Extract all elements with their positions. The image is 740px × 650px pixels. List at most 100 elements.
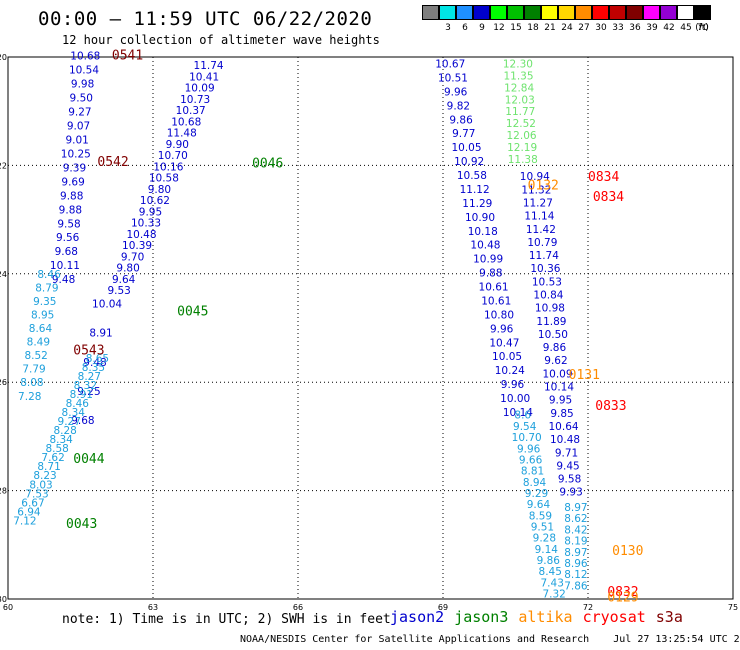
swh-label: 12.03 <box>505 94 535 106</box>
swh-label: 6.67 <box>21 497 44 509</box>
swh-label: 10.67 <box>435 59 465 71</box>
pass-time-label: 0834 <box>593 190 624 205</box>
legend-tick-label: 36 <box>629 23 641 33</box>
legend-swatch <box>609 5 626 20</box>
swh-label: 10.68 <box>171 116 201 128</box>
swh-label: 8.97 <box>564 547 587 559</box>
swh-label: 10.48 <box>126 229 156 241</box>
swh-label: 10.53 <box>532 276 562 288</box>
swh-label: 9.56 <box>56 232 80 244</box>
swh-label: 9.86 <box>543 342 567 354</box>
legend-tick-label: 33 <box>612 23 624 33</box>
swh-label: 10.04 <box>92 299 122 311</box>
swh-label: 8.45 <box>539 566 562 578</box>
pass-time-label: 0130 <box>612 544 643 559</box>
footnote: note: 1) Time is in UTC; 2) SWH is in fe… <box>62 612 391 627</box>
swh-label: 8.34 <box>49 434 73 446</box>
swh-label: 9.53 <box>107 285 130 297</box>
swh-label: 7.32 <box>542 589 565 601</box>
legend-tick-label: 27 <box>578 23 590 33</box>
swh-label: 9.07 <box>67 120 90 132</box>
swh-label: 8.34 <box>62 407 86 419</box>
lat-tick-label: -28 <box>0 487 7 496</box>
legend-swatch <box>643 5 660 20</box>
pass-time-label: 0543 <box>73 344 104 359</box>
swh-label: 9.77 <box>452 128 475 140</box>
credit-text: NOAA/NESDIS Center for Satellite Applica… <box>240 634 590 645</box>
swh-label: 10.73 <box>180 94 210 106</box>
swh-label: 9.95 <box>139 206 162 218</box>
legend-swatch <box>507 5 524 20</box>
satellite-legend-jason2: jason2 <box>390 608 445 626</box>
swh-label: 8.03 <box>29 479 52 491</box>
swh-label: 10.58 <box>149 173 179 185</box>
pass-time-label: 0046 <box>252 157 283 172</box>
legend-tick-label: 70 <box>697 23 709 33</box>
swh-label: 9.69 <box>61 176 84 188</box>
satellite-legend: jason2 jason3 altika cryosat s3a <box>390 608 693 626</box>
swh-label: 10.09 <box>185 83 215 95</box>
swh-label: 9.96 <box>501 379 525 391</box>
swh-label: 11.74 <box>194 60 224 72</box>
legend-swatch <box>456 5 473 20</box>
swh-label: 7.28 <box>18 391 41 403</box>
swh-label: 8.94 <box>523 477 547 489</box>
swh-label: 12.19 <box>507 142 537 154</box>
pass-time-label: 0129 <box>607 590 638 605</box>
swh-label: 10.48 <box>470 240 500 252</box>
swh-label: 11.32 <box>521 184 551 196</box>
lon-tick-label: 72 <box>583 603 593 612</box>
swh-label: 9.82 <box>447 100 470 112</box>
swh-label: 8.49 <box>27 337 50 349</box>
swh-label: 10.39 <box>122 240 152 252</box>
pass-time-label: 0044 <box>73 452 104 467</box>
swh-label: 6.94 <box>17 506 41 518</box>
legend-swatch <box>677 5 694 20</box>
pass-time-label: 0132 <box>528 178 559 193</box>
swh-label: 8.95 <box>31 309 54 321</box>
legend-tick-label: 12 <box>493 23 505 33</box>
pass-time-label: 0832 <box>607 585 638 600</box>
swh-label: 8.52 <box>24 350 47 362</box>
map-title: 00:00 – 11:59 UTC 06/22/2020 <box>38 8 373 30</box>
swh-label: 11.48 <box>167 128 197 140</box>
swh-label: 8.6 <box>514 410 531 422</box>
swh-label: 11.12 <box>460 184 490 196</box>
swh-label: 7.12 <box>13 515 36 527</box>
lat-tick-label: -26 <box>0 378 7 387</box>
swh-label: 10.05 <box>451 142 481 154</box>
swh-label: 10.70 <box>158 150 188 162</box>
swh-label: 9.62 <box>544 355 567 367</box>
swh-label: 10.00 <box>500 393 530 405</box>
swh-label: 9.68 <box>71 415 94 427</box>
swh-label: 10.61 <box>481 295 511 307</box>
swh-label: 9.68 <box>55 246 78 258</box>
swh-label: 9.39 <box>63 162 86 174</box>
swh-label: 9.93 <box>559 487 582 499</box>
legend-swatch <box>541 5 558 20</box>
swh-label: 11.89 <box>536 316 566 328</box>
swh-label: 8.42 <box>564 524 587 536</box>
swh-label: 11.35 <box>503 70 533 82</box>
swh-label: 8.32 <box>74 380 97 392</box>
lat-tick-label: -22 <box>0 161 7 170</box>
legend-swatch <box>558 5 575 20</box>
legend-swatch <box>694 5 711 20</box>
legend-swatch <box>473 5 490 20</box>
legend-swatch <box>422 5 439 20</box>
swh-label: 10.50 <box>538 329 568 341</box>
pass-time-label: 0045 <box>177 305 208 320</box>
swh-label: 10.90 <box>465 212 495 224</box>
swh-label: 9.71 <box>555 447 578 459</box>
swh-label: 10.51 <box>438 72 468 84</box>
swh-label: 10.09 <box>542 368 572 380</box>
swh-label: 9.64 <box>112 274 136 286</box>
swh-label: 8.65 <box>86 353 109 365</box>
legend-swatch <box>490 5 507 20</box>
swh-label: 11.77 <box>505 106 535 118</box>
swh-label: 9.64 <box>527 499 551 511</box>
swh-label: 9.66 <box>519 454 543 466</box>
swh-label: 10.18 <box>468 226 498 238</box>
legend-swatch <box>660 5 677 20</box>
